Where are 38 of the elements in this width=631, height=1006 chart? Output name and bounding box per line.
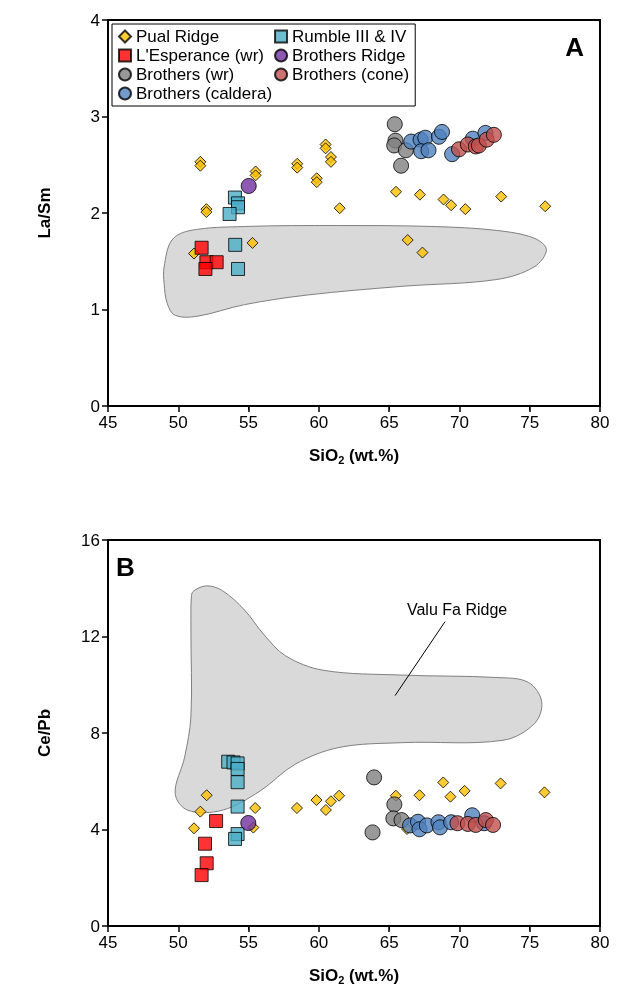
y-tick-label: 4 (90, 820, 100, 839)
x-tick-label: 75 (520, 413, 540, 432)
x-tick-label: 45 (98, 933, 118, 952)
x-tick-label: 45 (98, 413, 118, 432)
legend-label: Brothers (wr) (136, 65, 235, 84)
y-tick-label: 3 (90, 107, 100, 126)
y-tick-label: 12 (81, 627, 100, 646)
annotation: Valu Fa Ridge (406, 601, 508, 619)
x-tick-label: 60 (309, 933, 329, 952)
x-tick-label: 50 (168, 933, 188, 952)
x-tick-label: 80 (590, 933, 610, 952)
x-tick-label: 65 (379, 933, 399, 952)
x-tick-label: 80 (590, 413, 610, 432)
legend-label: L'Esperance (wr) (136, 46, 264, 65)
x-tick-label: 55 (239, 933, 259, 952)
y-tick-label: 0 (90, 396, 100, 416)
x-tick-label: 55 (239, 413, 259, 432)
y-tick-label: 0 (90, 916, 100, 936)
y-tick-label: 1 (90, 300, 100, 319)
legend-label: Brothers (caldera) (136, 84, 273, 103)
annotation: A (565, 32, 585, 62)
x-tick-label: 65 (379, 413, 399, 432)
x-tick-label: 70 (449, 933, 469, 952)
y-tick-label: 2 (90, 203, 100, 223)
x-tick-label: 75 (520, 933, 540, 952)
y-tick-label: 16 (81, 530, 100, 550)
x-tick-label: 50 (168, 413, 188, 432)
x-tick-label: 70 (449, 413, 469, 432)
y-tick-label: 4 (90, 10, 100, 30)
legend-label: Pual Ridge (136, 27, 220, 46)
legend-label: Rumble III & IV (292, 27, 408, 46)
y-axis-title: La/Sm (35, 187, 54, 239)
legend-label: Brothers (cone) (292, 65, 410, 84)
y-tick-label: 8 (90, 723, 100, 743)
y-axis-title: Ce/Pb (35, 708, 54, 758)
x-tick-label: 60 (309, 413, 329, 432)
annotation: B (116, 552, 135, 582)
legend-label: Brothers Ridge (292, 46, 406, 65)
